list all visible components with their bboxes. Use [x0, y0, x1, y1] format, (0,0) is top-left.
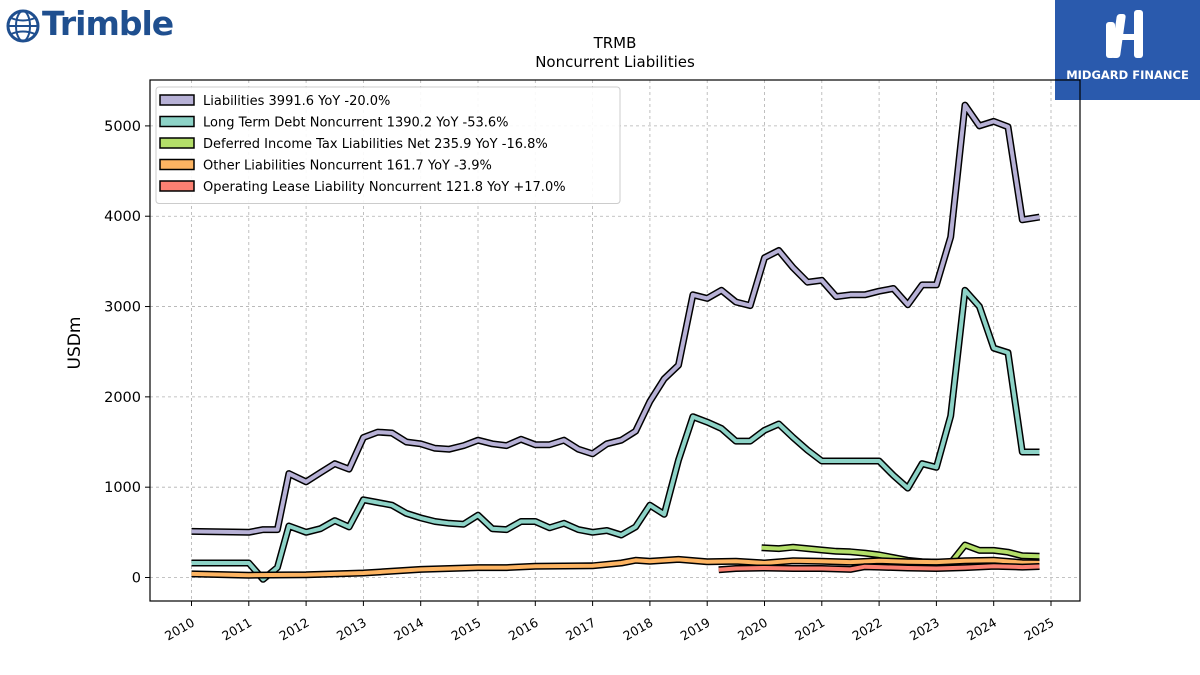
- series-line-3: [191, 557, 1040, 578]
- legend-swatch: [159, 137, 195, 149]
- plot-frame: [149, 79, 1081, 602]
- x-tick-label: 2014: [391, 615, 426, 644]
- midgard-emblem-icon: [1106, 10, 1143, 58]
- company-logo-text: Trimble: [42, 4, 174, 43]
- trimble-logo: Trimble: [6, 4, 176, 46]
- y-axis-label: USDm: [65, 317, 85, 370]
- legend-swatch: [159, 115, 195, 128]
- x-tick-label: 2017: [563, 615, 598, 644]
- x-tick-label: 2016: [506, 615, 541, 644]
- legend-swatch: [159, 158, 195, 171]
- x-tick-label: 2025: [1021, 615, 1056, 644]
- series-lines: [191, 101, 1041, 583]
- series-line-4: [718, 564, 1040, 572]
- chart-subtitle: Noncurrent Liabilities: [535, 53, 695, 71]
- series-line-0: [191, 103, 1040, 535]
- x-tick-label: 2023: [907, 615, 942, 644]
- series-outline-1: [191, 286, 1040, 583]
- x-tick-label: 2015: [448, 615, 483, 644]
- globe-icon: [6, 9, 40, 43]
- x-tick-label: 2021: [792, 615, 827, 644]
- y-tick-label: 1000: [104, 480, 141, 496]
- y-tick-label: 2000: [104, 390, 141, 406]
- legend-label: Operating Lease Liability Noncurrent 121…: [203, 180, 566, 195]
- x-tick-label: 2011: [219, 615, 254, 644]
- x-tick-label: 2013: [334, 615, 369, 644]
- legend-box: [155, 86, 621, 204]
- y-tick-label: 3000: [104, 300, 141, 316]
- midgard-finance-logo: MIDGARD FINANCE: [1055, 0, 1200, 100]
- y-tick-label: 0: [132, 571, 141, 587]
- x-tick-label: 2022: [850, 615, 885, 644]
- x-tick-label: 2019: [678, 615, 713, 644]
- chart-title: TRMB: [593, 34, 637, 52]
- legend: Liabilities 3991.6 YoY -20.0% Long Term D…: [155, 86, 621, 204]
- x-tick-label: 2010: [162, 615, 197, 644]
- legend-label: Other Liabilities Noncurrent 161.7 YoY -…: [203, 159, 492, 174]
- legend-swatch: [159, 94, 195, 106]
- legend-label: Deferred Income Tax Liabilities Net 235.…: [203, 137, 548, 152]
- x-tick-label: 2018: [620, 615, 655, 644]
- x-tick-label: 2024: [964, 615, 999, 644]
- legend-swatch: [159, 180, 195, 192]
- legend-label: Long Term Debt Noncurrent 1390.2 YoY -53…: [203, 116, 509, 131]
- sponsor-text: MIDGARD FINANCE: [1066, 68, 1189, 82]
- series-line-1: [191, 288, 1040, 582]
- y-tick-label: 5000: [104, 119, 141, 135]
- y-tick-label: 4000: [104, 209, 141, 225]
- legend-label: Liabilities 3991.6 YoY -20.0%: [203, 94, 390, 109]
- x-tick-label: 2012: [277, 615, 312, 644]
- x-tick-label: 2020: [735, 615, 770, 644]
